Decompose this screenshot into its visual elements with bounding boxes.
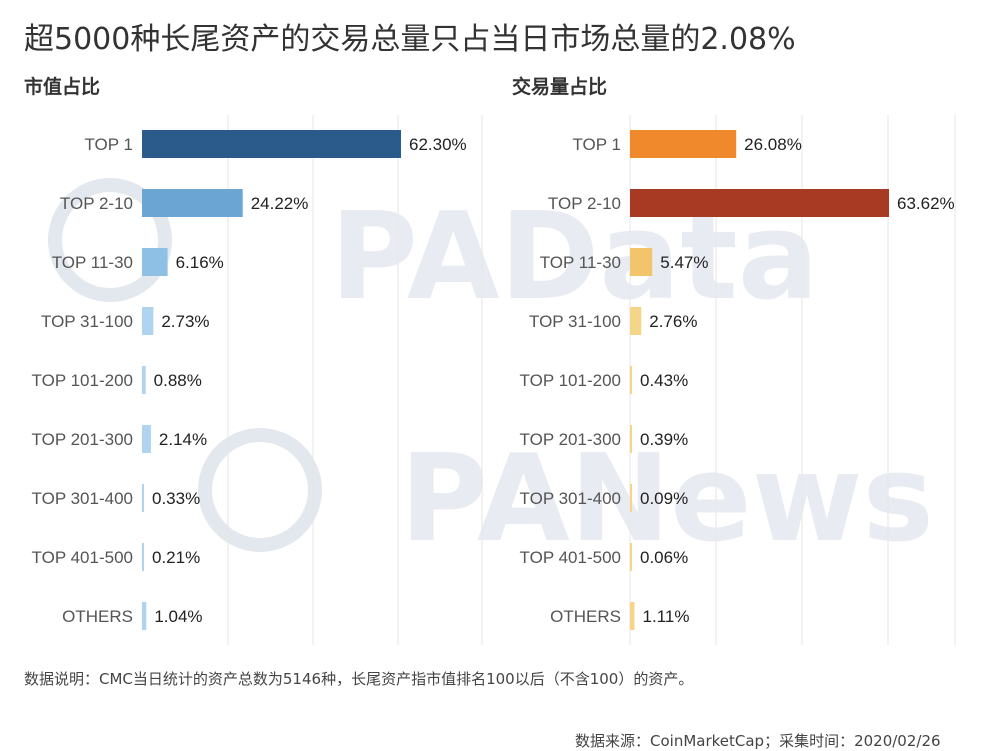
value-label: 0.43% — [640, 371, 688, 390]
bar — [142, 425, 151, 453]
bar — [630, 307, 642, 335]
value-label: 24.22% — [251, 194, 309, 213]
value-label: 0.09% — [640, 489, 688, 508]
chart-title: 超5000种长尾资产的交易总量只占当日市场总量的2.08% — [24, 22, 796, 57]
value-label: 6.16% — [176, 253, 224, 272]
bar — [630, 484, 632, 512]
bars-layer: TOP 1 62.30% TOP 2-10 24.22% TOP 11-30 6.16% T… — [32, 130, 955, 630]
category-label: OTHERS — [550, 607, 621, 626]
bar — [142, 248, 168, 276]
bar — [142, 484, 144, 512]
bar — [630, 602, 635, 630]
value-label: 63.62% — [897, 194, 955, 213]
value-label: 0.06% — [640, 548, 688, 567]
category-label: TOP 11-30 — [540, 253, 621, 272]
bar — [630, 130, 737, 158]
value-label: 2.73% — [161, 312, 209, 331]
bar — [142, 130, 401, 158]
category-label: TOP 301-400 — [32, 489, 133, 508]
bar — [142, 602, 147, 630]
category-label: TOP 101-200 — [32, 371, 133, 390]
value-label: 1.04% — [154, 607, 202, 626]
value-label: 2.14% — [159, 430, 207, 449]
bar — [142, 307, 154, 335]
bar — [142, 543, 144, 571]
category-label: TOP 31-100 — [41, 312, 133, 331]
bar — [142, 366, 146, 394]
bar — [630, 543, 632, 571]
bar — [630, 425, 632, 453]
category-label: OTHERS — [62, 607, 133, 626]
value-label: 26.08% — [744, 135, 802, 154]
value-label: 0.33% — [152, 489, 200, 508]
category-label: TOP 301-400 — [520, 489, 621, 508]
category-label: TOP 11-30 — [52, 253, 133, 272]
source-note: 数据来源：CoinMarketCap；采集时间：2020/02/26 — [575, 732, 941, 750]
value-label: 1.11% — [643, 607, 690, 626]
category-label: TOP 101-200 — [520, 371, 621, 390]
category-label: TOP 2-10 — [548, 194, 621, 213]
value-label: 2.76% — [649, 312, 697, 331]
bar — [630, 366, 632, 394]
category-label: TOP 201-300 — [520, 430, 621, 449]
value-label: 0.21% — [152, 548, 200, 567]
category-label: TOP 401-500 — [520, 548, 621, 567]
category-label: TOP 2-10 — [60, 194, 133, 213]
watermark-text: PANews — [400, 430, 934, 569]
value-label: 62.30% — [409, 135, 467, 154]
category-label: TOP 201-300 — [32, 430, 133, 449]
bar — [630, 189, 889, 217]
watermark-logo-icon — [198, 428, 322, 552]
watermark-logo-icon — [48, 178, 172, 302]
value-label: 0.39% — [640, 430, 688, 449]
value-label: 5.47% — [660, 253, 708, 272]
right-chart-subtitle: 交易量占比 — [512, 76, 608, 98]
value-label: 0.88% — [154, 371, 202, 390]
left-chart-subtitle: 市值占比 — [24, 76, 101, 98]
bar — [142, 189, 243, 217]
footnote: 数据说明：CMC当日统计的资产总数为5146种，长尾资产指市值排名100以后（不… — [24, 670, 694, 688]
category-label: TOP 31-100 — [529, 312, 621, 331]
bar — [630, 248, 653, 276]
category-label: TOP 1 — [84, 135, 133, 154]
category-label: TOP 401-500 — [32, 548, 133, 567]
category-label: TOP 1 — [572, 135, 621, 154]
